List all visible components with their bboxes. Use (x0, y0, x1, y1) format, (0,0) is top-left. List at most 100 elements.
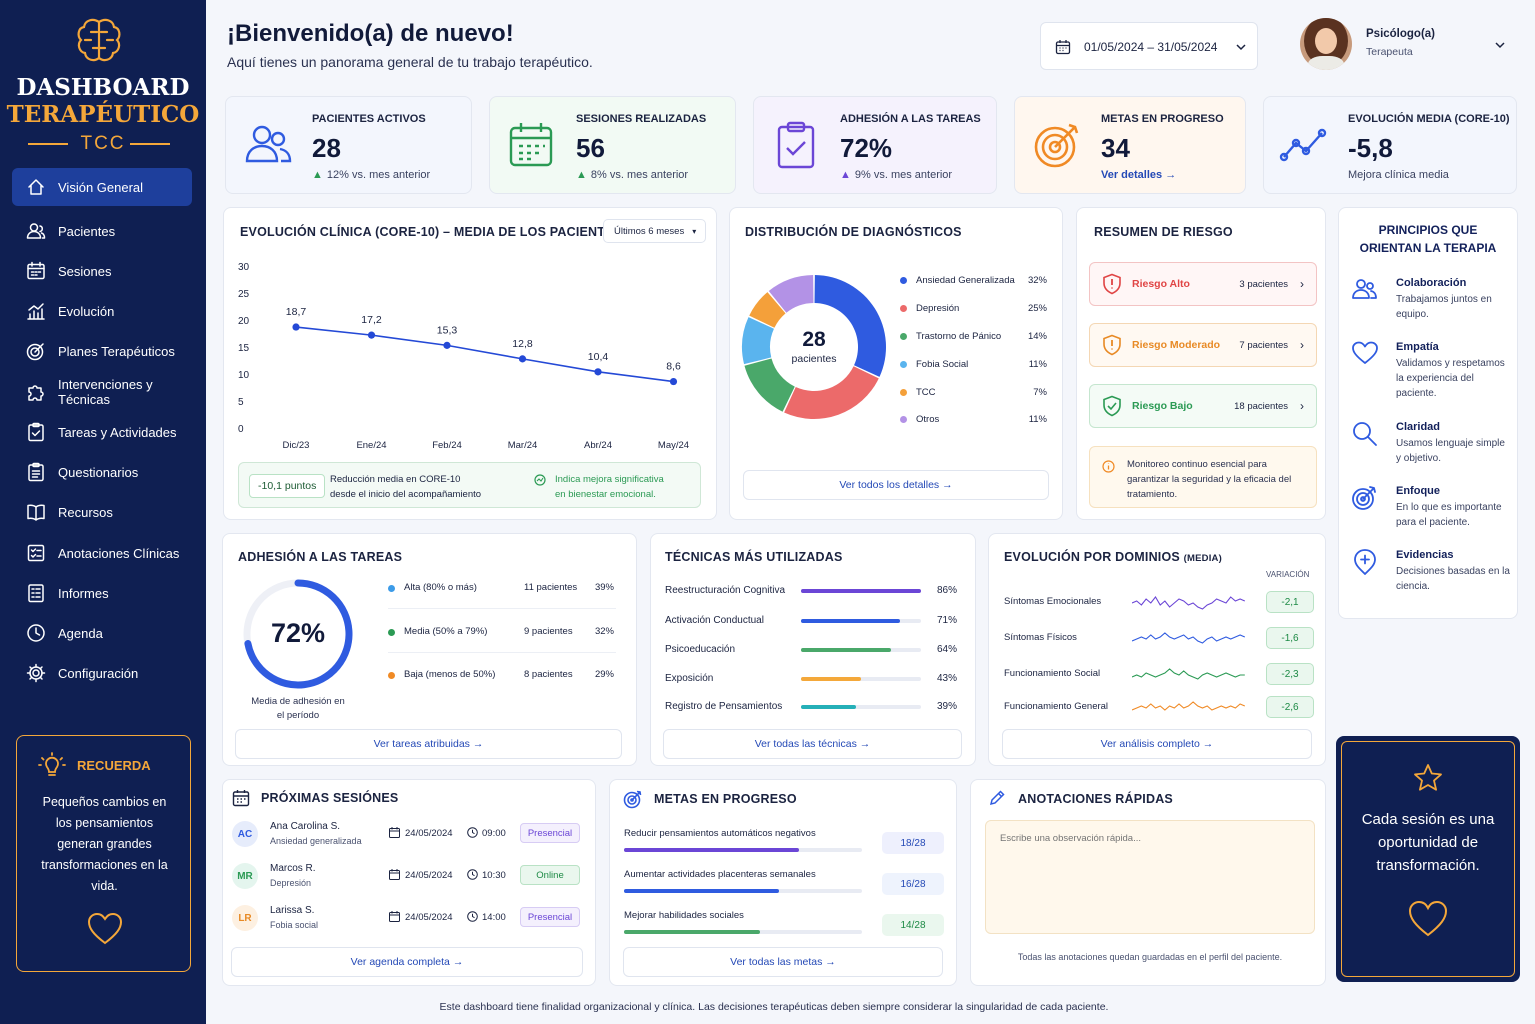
legend-item: TCC 7% (900, 387, 1050, 398)
heart-icon (1352, 341, 1378, 364)
adherence-row-label: Baja (menos de 50%) (404, 669, 496, 680)
sidebar-item-intervenciones-y-tecnicas[interactable]: Intervenciones y Técnicas (12, 373, 192, 411)
kpi-core10[interactable]: EVOLUCIÓN MEDIA (CORE-10) -5,8 Mejora cl… (1263, 96, 1517, 194)
shield-icon (1103, 395, 1121, 417)
goal-progress-track (624, 889, 862, 893)
risk-item[interactable]: Riesgo Moderado 7 pacientes › (1089, 323, 1317, 367)
chevron-down-icon: ▾ (692, 226, 697, 236)
risk-count: 7 pacientes (1239, 339, 1288, 351)
sidebar-item-sesiones[interactable]: Sesiones (12, 252, 192, 290)
sidebar-item-informes[interactable]: Informes (12, 574, 192, 612)
brain-logo-icon (77, 18, 121, 62)
sidebar-item-evolucion[interactable]: Evolución (12, 292, 192, 330)
sidebar-item-planes-terapeuticos[interactable]: Planes Terapéuticos (12, 332, 192, 370)
legend-label: Depresión (916, 303, 960, 314)
risk-item[interactable]: Riesgo Bajo 18 pacientes › (1089, 384, 1317, 428)
domains-link[interactable]: Ver análisis completo → (1002, 729, 1312, 759)
principles-title: PRINCIPIOS QUE ORIENTAN LA TERAPIA (1359, 223, 1497, 255)
goal-progress-track (624, 848, 862, 852)
y-tick-label: 15 (238, 343, 250, 354)
period-select[interactable]: Últimos 6 meses ▾ (603, 219, 706, 243)
sidebar-item-label: Evolución (58, 303, 115, 319)
kpi-active-patients[interactable]: PACIENTES ACTIVOS 28 ▲ 12% vs. mes anteri… (225, 96, 472, 194)
kpi-label: ADHESIÓN A LAS TAREAS (840, 113, 981, 125)
donut-slice (814, 275, 886, 377)
session-row[interactable]: MR Marcos R. Depresión 24/05/2024 10:30 Onlin… (232, 859, 582, 899)
legend-dot (900, 389, 907, 396)
data-point (669, 377, 678, 386)
goal-label: Aumentar actividades placenteras semanal… (624, 869, 816, 880)
kpi-sessions[interactable]: SESIONES REALIZADAS 56 ▲ 8% vs. mes anter… (489, 96, 736, 194)
goals-link[interactable]: Ver todas las metas → (623, 947, 943, 977)
goals-title: METAS EN PROGRESO (654, 792, 797, 806)
techniques-link[interactable]: Ver todas las técnicas → (663, 729, 962, 759)
sidebar-item-configuracion[interactable]: Configuración (12, 654, 192, 692)
principle-title: Evidencias (1396, 549, 1454, 561)
sidebar-item-recursos[interactable]: Recursos (12, 493, 192, 531)
session-time: 09:00 (482, 828, 506, 839)
y-tick-label: 5 (238, 397, 244, 408)
y-tick-label: 25 (238, 289, 250, 300)
clipboard-list-icon (28, 462, 44, 482)
book-icon (27, 504, 45, 521)
kpi-goals[interactable]: METAS EN PROGRESO 34 Ver detalles → (1014, 96, 1246, 194)
risk-item[interactable]: Riesgo Alto 3 pacientes › (1089, 262, 1317, 306)
risk-label: Riesgo Bajo (1132, 400, 1193, 412)
calendar-icon (27, 261, 45, 280)
brand-line-2: TERAPÉUTICO (6, 101, 200, 128)
kpi-trend: ▲ 8% vs. mes anterior (576, 169, 689, 181)
technique-bar-track (801, 705, 921, 709)
date-range-picker[interactable]: 01/05/2024 – 31/05/2024 (1040, 22, 1258, 70)
sessions-link[interactable]: Ver agenda completa → (231, 947, 583, 977)
adherence-ring (243, 579, 353, 689)
sparkline-line (1132, 632, 1246, 644)
kpi-value: 56 (576, 133, 605, 163)
goal-progress-badge: 18/28 (882, 832, 944, 854)
session-diagnosis: Fobia social (270, 920, 319, 930)
legend-pct: 11% (1028, 414, 1047, 425)
domain-label: Funcionamiento General (1004, 701, 1109, 712)
y-tick-label: 0 (238, 424, 244, 435)
principle-text: Validamos y respetamos la experiencia de… (1396, 358, 1505, 399)
sidebar-item-anotaciones-clinicas[interactable]: Anotaciones Clínicas (12, 534, 192, 572)
sidebar-item-pacientes[interactable]: Pacientes (12, 212, 192, 250)
quick-note-input[interactable] (985, 820, 1315, 934)
clock-icon (467, 869, 478, 880)
adherence-dot (388, 672, 395, 679)
calendar-icon (509, 123, 553, 167)
y-tick-label: 30 (238, 262, 250, 273)
donut-slice (742, 317, 774, 365)
session-date: 24/05/2024 (405, 828, 453, 839)
trend-line-icon (1279, 128, 1327, 162)
kpi-goals-details-link[interactable]: Ver detalles → (1101, 169, 1177, 181)
session-row[interactable]: AC Ana Carolina S. Ansiedad generalizada 24… (232, 817, 582, 857)
diagnoses-details-link[interactable]: Ver todos los detalles → (743, 470, 1049, 500)
period-select-value: Últimos 6 meses (614, 225, 685, 237)
sidebar-item-questionarios[interactable]: Questionarios (12, 453, 192, 491)
domains-card (988, 533, 1326, 766)
domains-title: EVOLUCIÓN POR DOMINIOS (MEDIA) (1004, 550, 1222, 564)
technique-label: Activación Conductual (665, 615, 764, 626)
adherence-caption: Media de adhesión en el período (251, 696, 345, 721)
notes-title: ANOTACIONES RÁPIDAS (1018, 792, 1173, 806)
sidebar-item-label: Planes Terapéuticos (58, 343, 175, 359)
sidebar-item-label: Questionarios (58, 464, 139, 480)
avatar[interactable] (1300, 18, 1352, 70)
technique-label: Registro de Pensamientos (665, 701, 783, 712)
legend-label: Trastorno de Pánico (916, 331, 1002, 342)
legend-dot (900, 305, 907, 312)
target-icon (1352, 486, 1376, 510)
session-row[interactable]: LR Larissa S. Fobia social 24/05/2024 14:00 P… (232, 901, 582, 941)
calendar-icon (389, 827, 400, 838)
donut-center-label: pacientes (791, 353, 837, 365)
data-point (443, 341, 451, 349)
goal-progress-bar (624, 848, 799, 852)
session-avatar: MR (232, 863, 258, 889)
user-menu-chevron-icon[interactable] (1495, 40, 1505, 50)
adherence-link[interactable]: Ver tareas atribuidas → (235, 729, 622, 759)
sidebar-item-vision-general[interactable]: Visión General (12, 168, 192, 206)
sidebar-item-tareas-y-actividades[interactable]: Tareas y Actividades (12, 413, 192, 451)
kpi-adherence[interactable]: ADHESIÓN A LAS TAREAS 72% ▲ 9% vs. mes an… (753, 96, 997, 194)
sidebar-item-agenda[interactable]: Agenda (12, 614, 192, 652)
date-range-value: 01/05/2024 – 31/05/2024 (1084, 40, 1218, 54)
